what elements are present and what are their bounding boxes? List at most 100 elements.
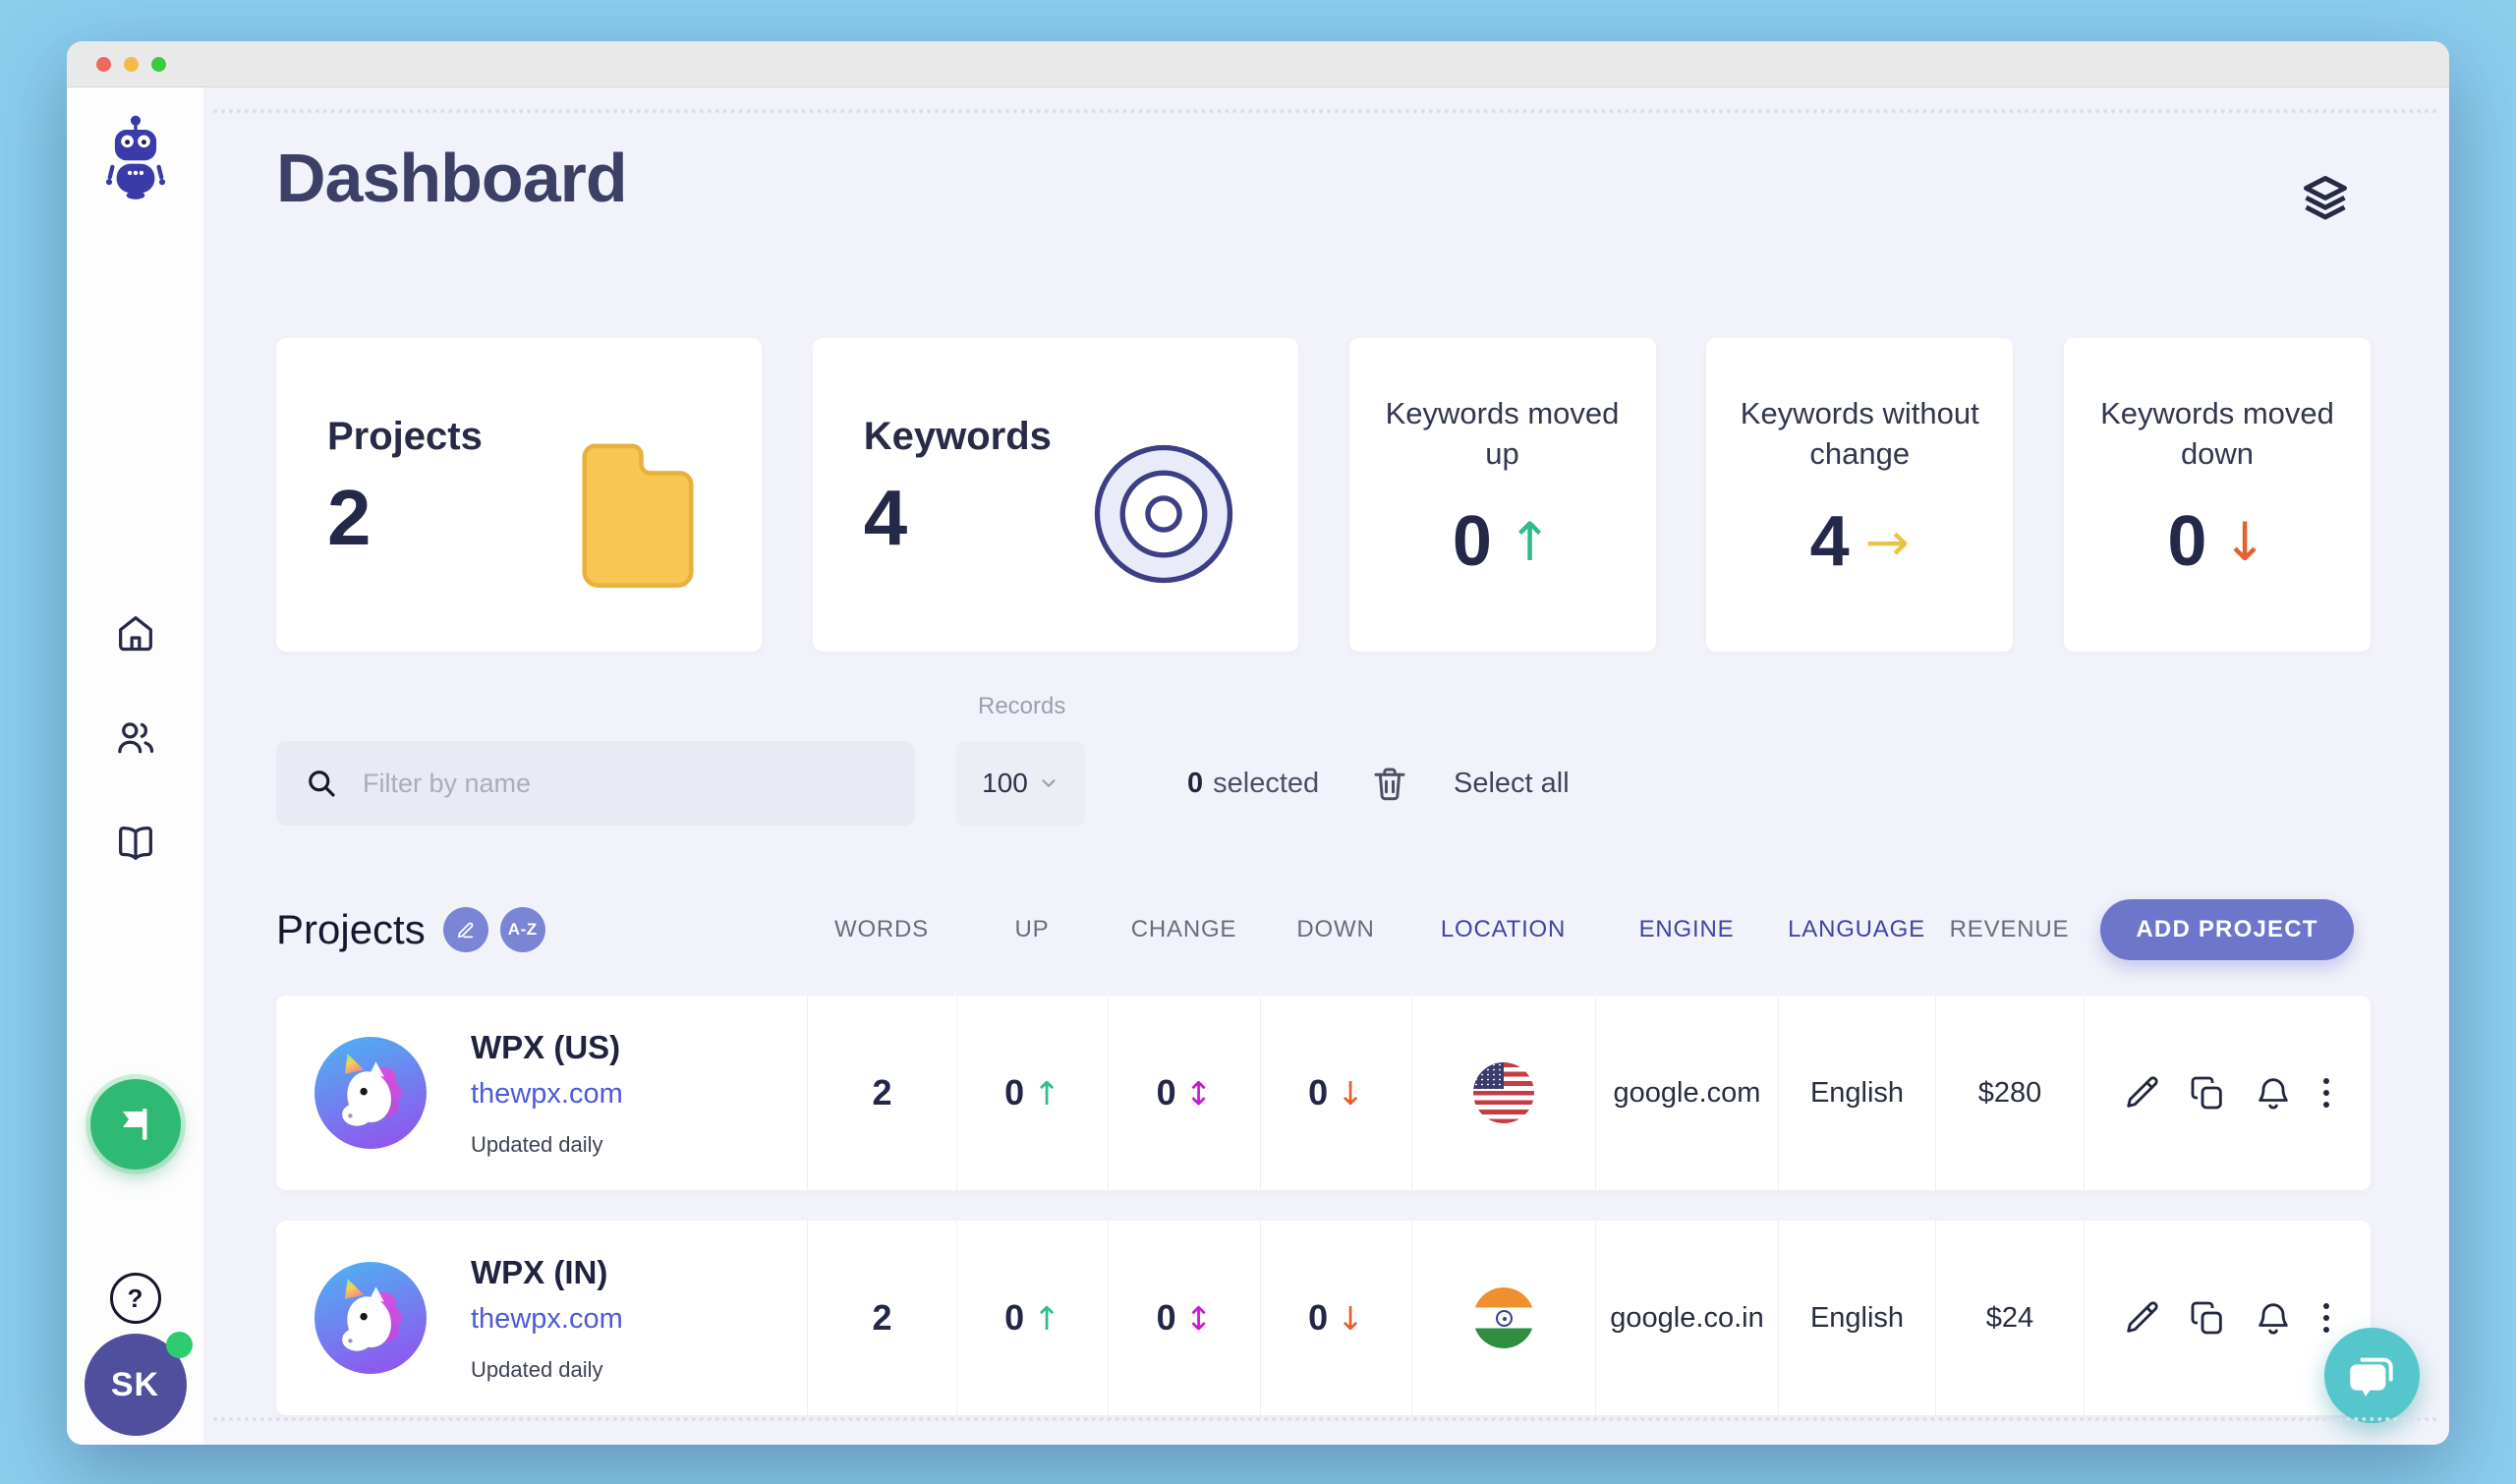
down-value: 0 [1308,1297,1329,1338]
selected-count-number: 0 [1187,767,1204,799]
down-arrow-icon: ↓ [1337,1298,1364,1338]
project-updated: Updated daily [471,1356,603,1382]
project-domain-link[interactable]: thewpx.com [471,1302,623,1335]
stat-card-moved-down: Keywords moved down 0 ↓ [2064,338,2371,652]
right-arrow-icon: → [1864,510,1910,573]
select-all-button[interactable]: Select all [1454,767,1570,799]
sort-az-button[interactable]: A-Z [499,907,545,952]
chat-bubble-icon [2349,1357,2393,1397]
notifications-row-button[interactable] [2254,1073,2293,1113]
row-menu-button[interactable] [2319,1074,2334,1113]
online-status-dot [165,1332,193,1358]
engine-value: google.co.in [1610,1301,1764,1334]
up-arrow-icon: ↑ [1033,1298,1060,1338]
minimize-window-button[interactable] [124,56,139,72]
stat-label: Projects [327,415,483,458]
zoom-window-button[interactable] [151,56,166,72]
notifications-row-button[interactable] [2254,1298,2293,1338]
row-menu-button[interactable] [2319,1299,2334,1338]
duplicate-row-button[interactable] [2188,1298,2227,1338]
stat-value: 4 [1809,502,1850,582]
stat-card-without-change: Keywords without change 4 → [1706,338,2014,652]
stat-value: 0 [1452,502,1492,582]
edit-row-button[interactable] [2122,1298,2161,1338]
change-value: 0 [1156,1072,1176,1113]
revenue-value: $280 [1977,1076,2042,1109]
bell-icon [2259,1078,2288,1110]
avatar-initials: SK [110,1365,160,1403]
layers-icon[interactable] [2300,172,2351,223]
search-icon [309,771,335,797]
edit-row-button[interactable] [2122,1073,2161,1113]
stat-value: 2 [327,474,372,561]
language-value: English [1809,1301,1905,1334]
stat-label: Keywords moved down [2100,396,2334,472]
up-arrow-icon: ↑ [1033,1073,1060,1113]
up-arrow-icon: ↑ [1507,510,1553,573]
home-icon[interactable] [113,610,158,656]
stat-value: 4 [863,474,908,561]
user-avatar[interactable]: SK [84,1332,193,1436]
robot-logo[interactable] [98,111,173,201]
down-value: 0 [1308,1072,1329,1113]
project-updated: Updated daily [471,1131,603,1157]
target-icon [1090,440,1237,593]
table-title: Projects [276,906,426,952]
column-header-up[interactable]: UP [1014,916,1050,942]
add-project-button[interactable]: ADD PROJECT [2100,899,2354,960]
down-arrow-icon: ↓ [2222,510,2267,573]
column-header-change[interactable]: CHANGE [1130,916,1237,942]
pencil-icon [457,922,474,939]
change-value: 0 [1156,1297,1176,1338]
selected-count: 0 selected [1187,741,1319,826]
stat-label: Keywords moved up [1385,396,1620,472]
search-input[interactable] [361,767,876,800]
project-avatar-unicorn [314,1262,427,1374]
column-header-language[interactable]: LANGUAGE [1788,916,1925,942]
column-header-location[interactable]: LOCATION [1440,916,1567,942]
page-title: Dashboard [276,140,628,216]
language-value: English [1809,1076,1905,1109]
bell-icon [2259,1303,2288,1335]
project-name: WPX (US) [471,1028,621,1065]
table-header: Projects A-Z WORDS UP CHANGE DOWN LOCATI… [276,899,2371,960]
book-icon[interactable] [113,821,158,866]
help-glyph: ? [127,1283,143,1313]
sidebar: ? SK [67,87,203,1445]
stat-card-moved-up: Keywords moved up 0 ↑ [1348,338,1656,652]
stat-value: 0 [2167,502,2207,582]
selected-count-label: selected [1213,767,1320,799]
chat-widget-button[interactable] [2324,1328,2420,1423]
pencil-icon [2127,1301,2158,1333]
trash-icon[interactable] [1369,763,1410,804]
duplicate-row-button[interactable] [2188,1073,2227,1113]
filter-search [276,741,915,826]
stat-label: Keywords [863,415,1052,458]
stats-row: Projects 2 Keywords 4 [276,338,2371,652]
project-domain-link[interactable]: thewpx.com [471,1077,623,1110]
records-select[interactable]: 100 [956,741,1085,826]
column-header-down[interactable]: DOWN [1296,916,1375,942]
project-avatar-unicorn [314,1037,427,1149]
folder-icon [575,440,701,593]
help-icon[interactable]: ? [109,1273,161,1324]
column-header-words[interactable]: WORDS [834,916,929,942]
flag-button[interactable] [89,1079,181,1170]
india-flag-icon [1473,1287,1534,1348]
stat-label: Keywords without change [1740,396,1979,472]
stat-card-projects: Projects 2 [276,338,762,652]
words-value: 2 [872,1297,892,1338]
window-titlebar [67,41,2449,87]
close-window-button[interactable] [96,56,111,72]
users-icon[interactable] [113,715,158,761]
column-header-revenue[interactable]: REVENUE [1949,916,2070,942]
engine-value: google.com [1613,1076,1761,1109]
project-name: WPX (IN) [471,1253,608,1290]
change-arrow-icon: ↕ [1184,1298,1213,1338]
up-value: 0 [1004,1297,1025,1338]
column-header-engine[interactable]: ENGINE [1638,916,1735,942]
stat-card-keywords: Keywords 4 [812,338,1298,652]
table-row: WPX (IN) thewpx.com Updated daily 2 0 ↑ … [276,1221,2371,1415]
copy-icon [2191,1301,2222,1335]
edit-projects-button[interactable] [442,907,488,952]
